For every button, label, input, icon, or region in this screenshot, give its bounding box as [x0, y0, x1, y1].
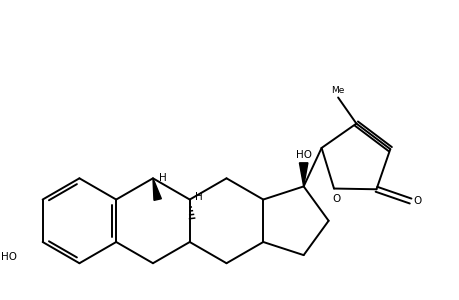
Text: HO: HO	[1, 252, 17, 262]
Polygon shape	[299, 163, 307, 186]
Text: O: O	[412, 196, 420, 206]
Polygon shape	[153, 178, 161, 200]
Text: O: O	[331, 194, 340, 204]
Text: HO: HO	[295, 151, 311, 160]
Text: H: H	[195, 192, 203, 202]
Text: H: H	[158, 173, 166, 183]
Text: Me: Me	[331, 86, 344, 95]
